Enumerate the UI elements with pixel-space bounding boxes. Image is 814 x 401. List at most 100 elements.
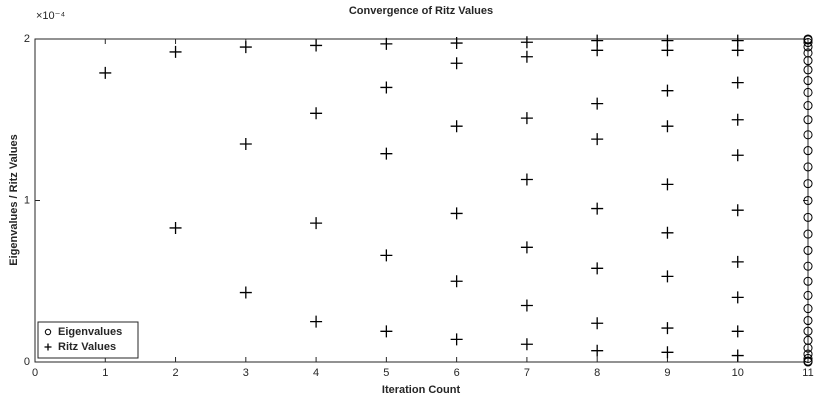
point	[803, 261, 813, 271]
point	[591, 317, 604, 330]
point	[803, 162, 813, 172]
legend-label: Ritz Values	[58, 341, 116, 353]
point	[450, 57, 463, 70]
point	[169, 221, 182, 234]
point	[803, 356, 813, 366]
point	[803, 101, 813, 111]
point	[731, 76, 744, 89]
point	[803, 304, 813, 314]
point	[803, 65, 813, 75]
point	[99, 66, 112, 79]
series	[99, 34, 744, 362]
point	[803, 130, 813, 140]
point	[803, 229, 813, 239]
point	[169, 45, 182, 58]
chart-title: Convergence of Ritz Values	[349, 5, 493, 17]
point	[520, 112, 533, 125]
point	[661, 84, 674, 97]
x-axis-label: Iteration Count	[382, 384, 461, 396]
x-tick-label: 3	[243, 367, 249, 379]
x-tick-label: 1	[102, 367, 108, 379]
x-tick-label: 8	[594, 367, 600, 379]
point	[520, 241, 533, 254]
y-tick-label: 2	[24, 33, 30, 45]
point	[661, 270, 674, 283]
point	[520, 299, 533, 312]
point	[731, 44, 744, 57]
point	[450, 37, 463, 50]
point	[661, 44, 674, 57]
point	[380, 147, 393, 160]
point	[803, 326, 813, 336]
x-tick-label: 9	[664, 367, 670, 379]
point	[731, 149, 744, 162]
x-tick-label: 2	[172, 367, 178, 379]
point	[239, 41, 252, 54]
point	[520, 173, 533, 186]
point	[661, 322, 674, 335]
y-tick-label: 0	[24, 356, 30, 368]
point	[310, 39, 323, 52]
point	[591, 44, 604, 57]
x-tick-label: 11	[802, 367, 813, 379]
point	[731, 113, 744, 126]
point	[803, 245, 813, 255]
point	[803, 115, 813, 125]
x-tick-label: 7	[524, 367, 530, 379]
point	[803, 87, 813, 97]
point	[661, 346, 674, 359]
plot-area	[34, 38, 809, 363]
point	[731, 255, 744, 268]
point	[803, 349, 813, 359]
legend-box	[37, 321, 139, 359]
point	[661, 178, 674, 191]
series	[803, 34, 813, 367]
point	[380, 37, 393, 50]
point	[803, 335, 813, 345]
point	[310, 217, 323, 230]
point	[591, 133, 604, 146]
point	[731, 325, 744, 338]
point	[803, 179, 813, 189]
legend-marker	[44, 328, 52, 336]
point	[591, 344, 604, 357]
point	[803, 290, 813, 300]
point	[803, 75, 813, 86]
point	[520, 338, 533, 351]
point	[661, 120, 674, 133]
point	[520, 36, 533, 49]
point	[310, 107, 323, 120]
legend-label: Eigenvalues	[58, 326, 122, 338]
x-tick-label: 0	[32, 367, 38, 379]
point	[591, 97, 604, 110]
point	[803, 48, 813, 58]
x-tick-label: 10	[732, 367, 744, 379]
point	[591, 262, 604, 275]
point	[661, 226, 674, 239]
point	[803, 276, 813, 286]
x-tick-label: 5	[383, 367, 389, 379]
point	[450, 333, 463, 346]
point	[239, 137, 252, 150]
y-tick-label: 1	[24, 194, 30, 206]
point	[803, 212, 813, 222]
point	[803, 195, 813, 206]
point	[731, 204, 744, 217]
point	[803, 37, 813, 48]
y-axis-label: Eigenvalues / Ritz Values	[8, 134, 20, 265]
y-exponent: ×10⁻⁴	[36, 10, 65, 22]
point	[803, 353, 813, 364]
point	[591, 202, 604, 215]
point	[731, 291, 744, 304]
point	[520, 50, 533, 63]
point	[380, 81, 393, 94]
point	[803, 315, 813, 326]
point	[731, 349, 744, 362]
x-tick-label: 6	[454, 367, 460, 379]
x-tick-label: 4	[313, 367, 319, 379]
point	[380, 249, 393, 262]
legend-marker	[44, 343, 52, 351]
point	[450, 275, 463, 288]
point	[450, 120, 463, 133]
